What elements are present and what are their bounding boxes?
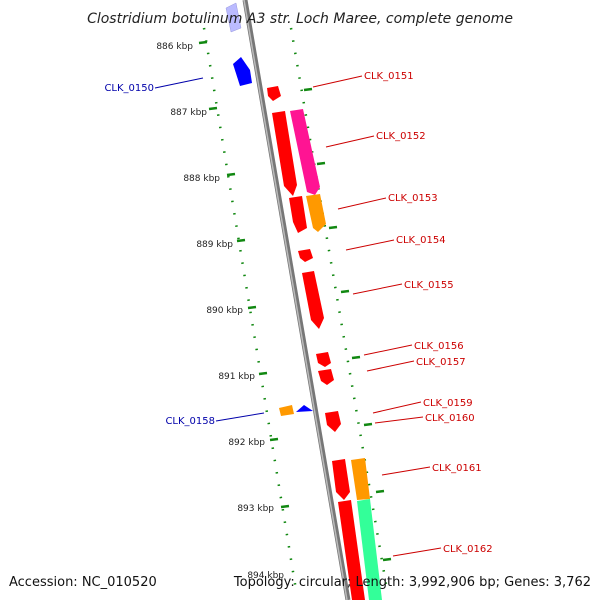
kbp-label-887: 887 kbp: [170, 108, 207, 118]
leader-clk-0153: [337, 197, 387, 210]
gene-clk-0152[interactable]: [272, 111, 297, 196]
feature-clk-0161[interactable]: [351, 458, 370, 500]
tick-892: [269, 437, 279, 442]
leader-clk-0150: [154, 77, 204, 89]
gene-clk-0161[interactable]: [332, 459, 350, 500]
accession-text: Accession: NC_010520: [9, 575, 157, 590]
topology-text: Topology: circular; Length: 3,992,906 bp…: [233, 575, 591, 590]
label-clk-0153[interactable]: CLK_0153: [388, 193, 438, 204]
outer-tick: [375, 489, 385, 494]
genome-backbone: [242, 0, 351, 600]
leader-clk-0151: [312, 75, 363, 88]
outer-tick: [363, 422, 373, 427]
outer-tick-track: [289, 27, 389, 591]
outer-tick: [382, 557, 392, 562]
label-clk-0161[interactable]: CLK_0161: [432, 463, 482, 474]
leader-clk-0157: [366, 360, 415, 372]
kbp-label-888: 888 kbp: [183, 174, 220, 184]
leader-clk-0155: [352, 283, 403, 295]
gene-clk-0155[interactable]: [302, 271, 324, 329]
outer-tick: [328, 225, 338, 230]
label-clk-0155[interactable]: CLK_0155: [404, 280, 454, 291]
kbp-label-893: 893 kbp: [237, 504, 274, 514]
kbp-label-889: 889 kbp: [196, 240, 233, 250]
feature-clk-0153[interactable]: [306, 194, 326, 232]
gene-clk-0158-cds[interactable]: [279, 405, 294, 416]
gene-clk-0150[interactable]: [233, 57, 252, 86]
label-clk-0150[interactable]: CLK_0150: [104, 83, 154, 94]
genome-title: Clostridium botulinum A3 str. Loch Maree…: [87, 11, 513, 27]
label-clk-0157[interactable]: CLK_0157: [416, 357, 466, 368]
gene-clk-0158-arrow[interactable]: [296, 405, 313, 412]
kbp-label-894: 894 kbp: [247, 571, 284, 581]
tick-887: [208, 106, 218, 111]
kbp-major-ticks: [198, 40, 290, 509]
kbp-label-890: 890 kbp: [206, 306, 243, 316]
feature-clk-0162[interactable]: [357, 499, 382, 600]
genome-backbone-highlight: [243, 0, 348, 600]
gene-clk-0154[interactable]: [298, 249, 313, 262]
outer-tick: [340, 289, 350, 294]
outer-tick: [303, 87, 313, 92]
label-clk-0156[interactable]: CLK_0156: [414, 341, 464, 352]
leader-clk-0152: [325, 135, 375, 148]
label-clk-0158[interactable]: CLK_0158: [165, 416, 215, 427]
label-clk-0154[interactable]: CLK_0154: [396, 235, 446, 246]
gene-clk-0156[interactable]: [316, 352, 331, 367]
tick-886: [198, 40, 208, 45]
gene-clk-0151[interactable]: [267, 86, 281, 101]
leader-clk-0156: [363, 344, 413, 356]
label-clk-0159[interactable]: CLK_0159: [423, 398, 473, 409]
leader-clk-0159: [372, 401, 422, 414]
label-clk-0152[interactable]: CLK_0152: [376, 131, 426, 142]
outer-tick: [316, 161, 326, 166]
leader-clk-0162: [392, 547, 442, 557]
gene-clk-0153[interactable]: [289, 196, 307, 233]
gene-faded-reverse[interactable]: [225, 2, 242, 33]
label-clk-0160[interactable]: CLK_0160: [425, 413, 475, 424]
outer-tick: [351, 355, 361, 360]
label-clk-0162[interactable]: CLK_0162: [443, 544, 493, 555]
tick-889: [236, 238, 246, 243]
gene-clk-0157[interactable]: [318, 369, 334, 385]
label-clk-0151[interactable]: CLK_0151: [364, 71, 414, 82]
gene-clk-0162[interactable]: [338, 500, 365, 600]
tick-891: [258, 371, 268, 376]
kbp-label-886: 886 kbp: [156, 42, 193, 52]
kbp-label-892: 892 kbp: [228, 438, 265, 448]
kbp-label-891: 891 kbp: [218, 372, 255, 382]
tick-890: [247, 305, 257, 310]
leader-clk-0161: [381, 466, 431, 476]
outer-major-ticks: [303, 87, 392, 562]
tick-888: [226, 172, 236, 177]
leader-clk-0158: [215, 412, 265, 422]
leader-clk-0160: [374, 416, 424, 424]
tick-893: [280, 504, 290, 509]
feature-clk-0152[interactable]: [290, 109, 320, 195]
gene-clk-0159[interactable]: [325, 411, 341, 432]
leader-clk-0154: [345, 239, 395, 251]
